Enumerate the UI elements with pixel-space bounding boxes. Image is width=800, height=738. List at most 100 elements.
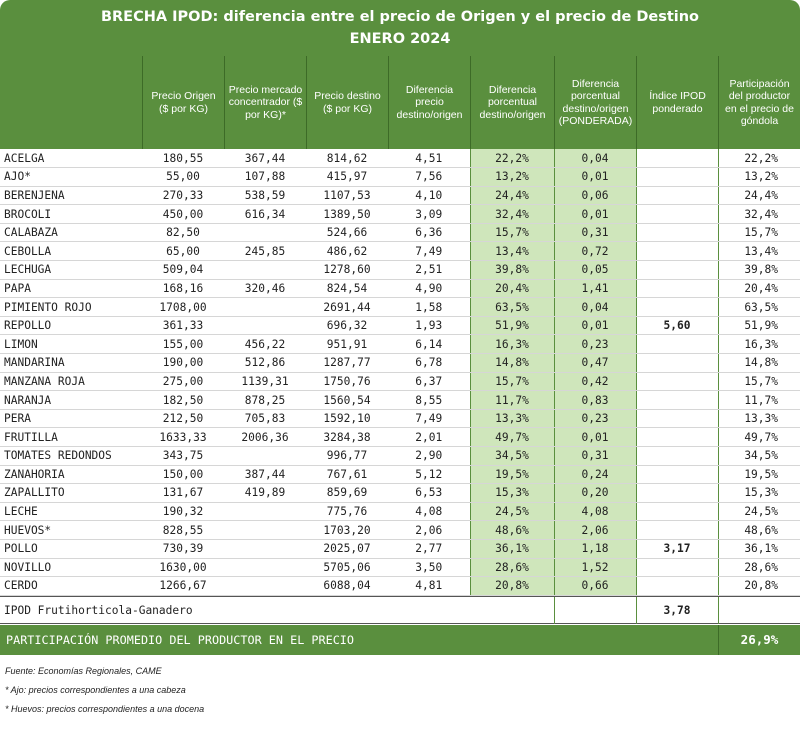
- origin-price: 82,50: [142, 223, 224, 243]
- table-row: BERENJENA 270,33 538,59 1107,53 4,10 24,4% 0,0…: [0, 186, 800, 206]
- market-price: 387,44: [224, 465, 306, 485]
- price-difference: 6,78: [388, 353, 470, 373]
- weighted-difference: 0,23: [554, 409, 637, 429]
- producer-share: 11,7%: [718, 390, 800, 410]
- table-row: ZAPALLITO 131,67 419,89 859,69 6,53 15,3% 0,20…: [0, 483, 800, 503]
- price-difference: 5,12: [388, 465, 470, 485]
- divider: [554, 597, 555, 624]
- percent-difference: 48,6%: [469, 520, 555, 540]
- table-row: CEBOLLA 65,00 245,85 486,62 7,49 13,4% 0,72 13,…: [0, 241, 800, 262]
- weighted-difference: 2,06: [554, 520, 637, 540]
- percent-difference: 15,7%: [469, 223, 555, 243]
- price-difference: 4,90: [388, 279, 470, 299]
- ipod-index-cell: [635, 260, 719, 280]
- table-row: TOMATES REDONDOS 343,75 996,77 2,90 34,5% 0,3…: [0, 446, 800, 466]
- ipod-index-cell: [635, 334, 719, 355]
- header-percent-difference: Diferencia porcentual destino/origen: [470, 56, 554, 149]
- table-row: PIMIENTO ROJO 1708,00 2691,44 1,58 63,5% 0,04…: [0, 297, 800, 317]
- percent-difference: 24,4%: [469, 186, 555, 206]
- origin-price: 212,50: [142, 409, 224, 429]
- producer-share: 16,3%: [718, 334, 800, 355]
- price-difference: 6,14: [388, 334, 470, 355]
- origin-price: 828,55: [142, 520, 224, 540]
- product-name: NOVILLO: [0, 558, 142, 578]
- percent-difference: 39,8%: [469, 260, 555, 280]
- ipod-index-cell: [635, 149, 719, 169]
- ipod-index-cell: [635, 390, 719, 410]
- header-weighted-difference: Diferencia porcentual destino/origen (PO…: [554, 56, 636, 149]
- market-price: 512,86: [224, 353, 306, 373]
- destination-price: 1750,76: [306, 372, 388, 392]
- market-price: 1139,31: [224, 372, 306, 392]
- destination-price: 696,32: [306, 316, 388, 336]
- table-row: FRUTILLA 1633,33 2006,36 3284,38 2,01 49,7% 0,…: [0, 427, 800, 447]
- percent-difference: 15,3%: [469, 483, 555, 503]
- percent-difference: 11,7%: [469, 390, 555, 410]
- origin-price: 730,39: [142, 539, 224, 559]
- producer-share: 24,5%: [718, 501, 800, 522]
- price-difference: 7,49: [388, 409, 470, 429]
- market-price: 456,22: [224, 334, 306, 355]
- ipod-index-cell: [635, 558, 719, 578]
- producer-share: 34,5%: [718, 446, 800, 466]
- product-name: CEBOLLA: [0, 241, 142, 262]
- weighted-difference: 0,04: [554, 297, 637, 317]
- origin-price: 55,00: [142, 167, 224, 187]
- origin-price: 361,33: [142, 316, 224, 336]
- ipod-index-cell: [635, 372, 719, 392]
- product-name: FRUTILLA: [0, 427, 142, 447]
- table-row: MANDARINA 190,00 512,86 1287,77 6,78 14,8% 0,4…: [0, 353, 800, 373]
- market-price: [224, 446, 306, 466]
- market-price: 878,25: [224, 390, 306, 410]
- product-name: PIMIENTO ROJO: [0, 297, 142, 317]
- price-difference: 7,49: [388, 241, 470, 262]
- origin-price: 1266,67: [142, 576, 224, 596]
- percent-difference: 34,5%: [469, 446, 555, 466]
- product-name: LECHUGA: [0, 260, 142, 280]
- ipod-index-cell: [635, 446, 719, 466]
- market-price: 419,89: [224, 483, 306, 503]
- producer-share: 15,7%: [718, 223, 800, 243]
- ipod-index-cell: [635, 167, 719, 187]
- percent-difference: 51,9%: [469, 316, 555, 336]
- product-name: ZAPALLITO: [0, 483, 142, 503]
- producer-share: 39,8%: [718, 260, 800, 280]
- header-producer-share: Participación del productor en el precio…: [718, 56, 800, 149]
- product-name: LECHE: [0, 501, 142, 522]
- divider: [636, 597, 637, 624]
- price-difference: 2,77: [388, 539, 470, 559]
- price-difference: 4,51: [388, 149, 470, 169]
- header-product: [0, 56, 142, 149]
- market-price: 616,34: [224, 204, 306, 224]
- weighted-difference: 0,83: [554, 390, 637, 410]
- table-row: MANZANA ROJA 275,00 1139,31 1750,76 6,37 15,7…: [0, 372, 800, 392]
- price-difference: 2,51: [388, 260, 470, 280]
- market-price: 320,46: [224, 279, 306, 299]
- market-price: [224, 316, 306, 336]
- destination-price: 1560,54: [306, 390, 388, 410]
- table-row: CALABAZA 82,50 524,66 6,36 15,7% 0,31 15,7%: [0, 223, 800, 243]
- producer-share: 22,2%: [718, 149, 800, 169]
- destination-price: 996,77: [306, 446, 388, 466]
- percent-difference: 20,4%: [469, 279, 555, 299]
- ipod-index-cell: [635, 465, 719, 485]
- weighted-difference: 1,52: [554, 558, 637, 578]
- price-difference: 4,81: [388, 576, 470, 596]
- destination-price: 6088,04: [306, 576, 388, 596]
- percent-difference: 13,4%: [469, 241, 555, 262]
- weighted-difference: 0,06: [554, 186, 637, 206]
- price-difference: 4,08: [388, 501, 470, 522]
- table-row: NARANJA 182,50 878,25 1560,54 8,55 11,7% 0,83 1…: [0, 390, 800, 410]
- destination-price: 1389,50: [306, 204, 388, 224]
- origin-price: 65,00: [142, 241, 224, 262]
- weighted-difference: 0,01: [554, 204, 637, 224]
- destination-price: 1107,53: [306, 186, 388, 206]
- price-difference: 6,36: [388, 223, 470, 243]
- product-name: BROCOLI: [0, 204, 142, 224]
- product-name: MANZANA ROJA: [0, 372, 142, 392]
- ipod-index-cell: [635, 186, 719, 206]
- product-name: PAPA: [0, 279, 142, 299]
- weighted-difference: 0,66: [554, 576, 637, 596]
- table-row: PERA 212,50 705,83 1592,10 7,49 13,3% 0,23 13,3…: [0, 409, 800, 429]
- table-row: REPOLLO 361,33 696,32 1,93 51,9% 0,01 5,60 51,9…: [0, 316, 800, 336]
